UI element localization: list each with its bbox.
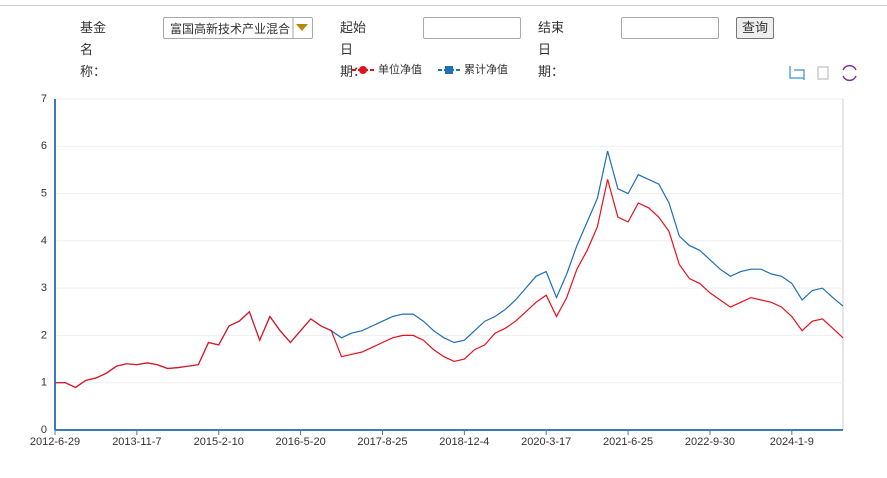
y-tick-label: 7 xyxy=(41,93,47,105)
y-tick-label: 2 xyxy=(41,329,47,341)
dropdown-arrow[interactable] xyxy=(292,18,312,38)
legend-label: 单位净值 xyxy=(378,62,422,76)
x-tick-label: 2022-9-30 xyxy=(685,436,735,448)
restore-icon[interactable] xyxy=(842,64,857,82)
legend-marker xyxy=(359,66,367,74)
zoom-reset-icon[interactable] xyxy=(817,66,829,80)
y-tick-label: 0 xyxy=(41,424,47,436)
fund-select[interactable]: 富国高新技术产业混合 xyxy=(163,17,313,39)
query-button[interactable]: 查询 xyxy=(736,17,774,39)
x-tick-label: 2015-2-10 xyxy=(194,436,244,448)
y-tick-label: 1 xyxy=(41,377,47,389)
y-tick-label: 3 xyxy=(41,282,47,294)
x-tick-label: 2017-8-25 xyxy=(357,436,407,448)
end-input[interactable] xyxy=(621,17,719,39)
x-tick-label: 2020-3-17 xyxy=(521,436,571,448)
x-tick-label: 2013-11-7 xyxy=(112,436,161,448)
start-input[interactable] xyxy=(423,17,521,39)
toolbox xyxy=(789,64,857,82)
x-tick-label: 2016-5-20 xyxy=(276,436,326,448)
top-border xyxy=(0,5,887,6)
legend-marker xyxy=(445,66,453,74)
x-tick-label: 2012-6-29 xyxy=(30,436,80,448)
zoom-icon[interactable] xyxy=(789,66,805,80)
series-line xyxy=(55,150,844,389)
fund-label: 基金名称： xyxy=(80,20,107,79)
legend-label: 累计净值 xyxy=(464,62,508,76)
start-label: 起始日期： xyxy=(340,20,367,79)
x-tick-label: 2021-6-25 xyxy=(603,436,653,448)
x-tick-label: 2018-12-4 xyxy=(439,436,489,448)
y-tick-label: 6 xyxy=(41,140,47,152)
series-line xyxy=(55,179,844,389)
y-tick-label: 4 xyxy=(41,235,47,247)
end-label: 结束日期： xyxy=(538,20,565,79)
y-tick-label: 5 xyxy=(41,187,47,199)
x-tick-label: 2024-1-9 xyxy=(770,436,814,448)
fund-value: 富国高新技术产业混合 xyxy=(170,22,291,36)
